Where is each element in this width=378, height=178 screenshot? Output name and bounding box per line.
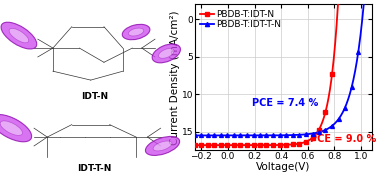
Ellipse shape [152,44,180,63]
Ellipse shape [0,121,22,135]
Text: PCE = 7.4 %: PCE = 7.4 % [252,98,318,108]
Ellipse shape [129,28,144,36]
Text: PCE = 9.0 %: PCE = 9.0 % [310,134,376,144]
Ellipse shape [122,24,150,40]
Ellipse shape [159,48,174,58]
Text: IDT-T-N: IDT-T-N [77,164,112,173]
Ellipse shape [9,28,29,43]
Text: IDT-N: IDT-N [81,92,108,101]
Legend: PBDB-T:IDT-N, PBDB-T:IDT-T-N: PBDB-T:IDT-N, PBDB-T:IDT-T-N [199,9,282,30]
Ellipse shape [1,22,37,49]
Ellipse shape [0,114,32,142]
X-axis label: Voltage(V): Voltage(V) [256,162,310,172]
Ellipse shape [146,137,180,155]
Ellipse shape [153,141,172,151]
Y-axis label: Current Density (mA/cm²): Current Density (mA/cm²) [170,10,180,145]
